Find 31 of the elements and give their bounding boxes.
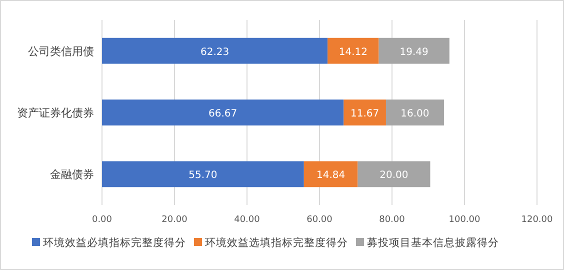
data-label: 20.00 xyxy=(380,170,408,182)
y-tick-label: 金融债券 xyxy=(50,168,94,182)
data-label: 62.23 xyxy=(200,46,230,58)
data-label: 66.67 xyxy=(208,108,238,120)
data-label: 19.49 xyxy=(400,46,428,58)
data-label: 55.70 xyxy=(188,170,218,182)
bar xyxy=(102,100,344,126)
bar xyxy=(102,38,328,64)
data-label: 14.84 xyxy=(316,170,346,182)
bar xyxy=(344,100,386,126)
data-label: 14.12 xyxy=(338,46,368,58)
data-label: 16.00 xyxy=(400,108,430,120)
x-tick-label: 40.00 xyxy=(234,215,260,225)
x-tick-label: 100.00 xyxy=(448,215,481,225)
bar xyxy=(102,161,304,188)
bar xyxy=(328,38,379,64)
x-tick-label: 0.00 xyxy=(92,215,112,225)
bar xyxy=(378,38,450,64)
data-label: 11.67 xyxy=(350,108,380,120)
x-tick-label: 20.00 xyxy=(162,215,188,225)
bar xyxy=(304,161,358,188)
y-tick-label: 资产证券化债券 xyxy=(17,106,94,120)
bar xyxy=(386,100,444,126)
legend-label: 环境效益必填指标完整度得分 xyxy=(43,236,186,249)
y-tick-label: 公司类信用债 xyxy=(28,44,94,58)
legend-label: 募投项目基本信息披露得分 xyxy=(367,236,499,249)
bar xyxy=(358,161,430,188)
legend-label: 环境效益选填指标完整度得分 xyxy=(205,236,348,249)
x-tick-label: 60.00 xyxy=(306,215,333,225)
x-tick-label: 120.00 xyxy=(521,215,554,225)
x-tick-label: 80.00 xyxy=(379,215,406,225)
